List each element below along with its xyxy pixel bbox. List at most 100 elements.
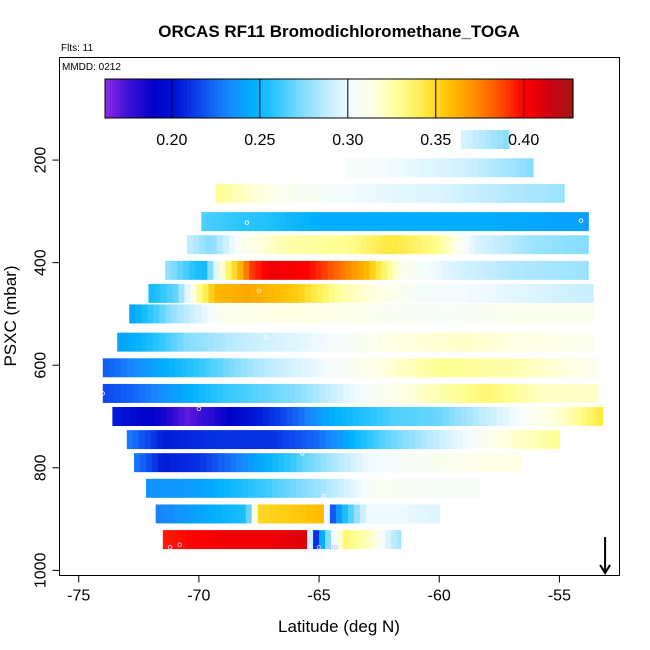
heat-cell: [464, 478, 472, 498]
heat-cell: [439, 383, 446, 403]
heat-cell: [117, 332, 124, 352]
heat-cell: [252, 358, 260, 378]
colorbar-cell: [549, 79, 555, 118]
heat-cell: [325, 430, 332, 450]
heat-cell: [302, 453, 309, 473]
heat-cell: [339, 260, 347, 280]
heat-cell: [495, 158, 503, 178]
heat-cell: [475, 383, 482, 403]
heat-cell: [471, 212, 479, 232]
heat-cell: [219, 304, 226, 324]
heat-cell: [260, 453, 267, 473]
heat-cell: [183, 332, 190, 352]
heat-cell: [146, 478, 153, 498]
heat-cell: [328, 407, 336, 426]
heat-cell: [146, 453, 153, 473]
heat-cell: [399, 212, 407, 232]
heat-cell: [266, 478, 273, 498]
heat-cell: [174, 430, 182, 450]
heat-cell: [159, 304, 166, 324]
heat-cell: [331, 530, 338, 550]
colorbar-cell: [179, 79, 184, 118]
heat-cell: [158, 478, 165, 498]
heat-cell: [258, 430, 266, 450]
heat-cell: [460, 407, 468, 426]
heat-cell: [352, 407, 360, 426]
heat-cell: [369, 304, 377, 324]
heat-cell: [558, 183, 565, 203]
colorbar-cell: [487, 79, 492, 118]
colorbar-cell: [526, 79, 531, 118]
heat-cell: [222, 530, 230, 550]
heat-cell: [567, 304, 575, 324]
heat-cell: [555, 212, 563, 232]
heat-cell: [249, 212, 256, 232]
heat-cell: [313, 530, 320, 550]
colorbar-cell: [155, 79, 161, 118]
heat-cell: [575, 283, 582, 303]
heat-cell: [412, 283, 420, 303]
heat-cell: [585, 304, 593, 324]
heat-cell: [595, 383, 599, 403]
heat-cell: [507, 212, 515, 232]
heat-cell: [299, 183, 307, 203]
heat-cell: [373, 235, 380, 255]
heat-cell: [393, 260, 401, 280]
heat-cell: [409, 358, 416, 378]
heat-cell: [277, 430, 284, 450]
heat-cell: [501, 304, 509, 324]
heat-cell: [519, 158, 527, 178]
heat-cell: [286, 407, 294, 426]
heat-cell: [212, 478, 219, 498]
heat-cell: [595, 358, 599, 378]
heat-cell: [264, 235, 272, 255]
heat-cell: [484, 407, 492, 426]
heat-cell: [351, 158, 359, 178]
heat-cell: [153, 304, 160, 324]
heat-cell: [453, 332, 461, 352]
heat-cell: [464, 453, 472, 473]
heat-cell: [283, 358, 290, 378]
colorbar-cell: [444, 79, 449, 118]
heat-cell: [204, 358, 212, 378]
heat-cell: [216, 235, 224, 255]
sample-marker: [328, 545, 334, 550]
heat-cell: [445, 235, 452, 255]
heat-cell: [537, 260, 545, 280]
heat-cell: [186, 430, 194, 450]
heat-cell: [301, 235, 308, 255]
heat-cell: [208, 407, 216, 426]
heat-cell: [529, 430, 536, 450]
heat-cell: [295, 430, 302, 450]
heat-cell: [280, 407, 288, 426]
heat-cell: [162, 530, 170, 550]
heat-cell: [165, 332, 172, 352]
heat-cell: [292, 283, 300, 303]
heat-cell: [561, 260, 569, 280]
colorbar-cell: [506, 79, 512, 118]
heat-cell: [308, 478, 315, 498]
heat-cell: [307, 383, 314, 403]
heat-cell: [487, 430, 494, 450]
heat-cell: [517, 430, 524, 450]
heat-cell: [171, 260, 178, 280]
heat-cell: [364, 283, 372, 303]
heat-cell: [138, 358, 146, 378]
heat-cell: [174, 530, 182, 550]
heat-cell: [400, 407, 408, 426]
heat-cell: [291, 260, 299, 280]
colorbar-tick-label: 0.35: [420, 132, 451, 149]
heat-cell: [559, 358, 567, 378]
heat-cell: [126, 383, 134, 403]
heat-cell: [192, 530, 200, 550]
heat-cell: [459, 304, 467, 324]
heat-cell: [458, 453, 466, 473]
heat-cell: [435, 158, 443, 178]
heat-cell: [339, 212, 347, 232]
heat-cell: [329, 183, 337, 203]
heat-cell: [451, 235, 458, 255]
heat-cell: [201, 304, 208, 324]
heat-cell: [505, 235, 512, 255]
heat-cell: [327, 260, 335, 280]
